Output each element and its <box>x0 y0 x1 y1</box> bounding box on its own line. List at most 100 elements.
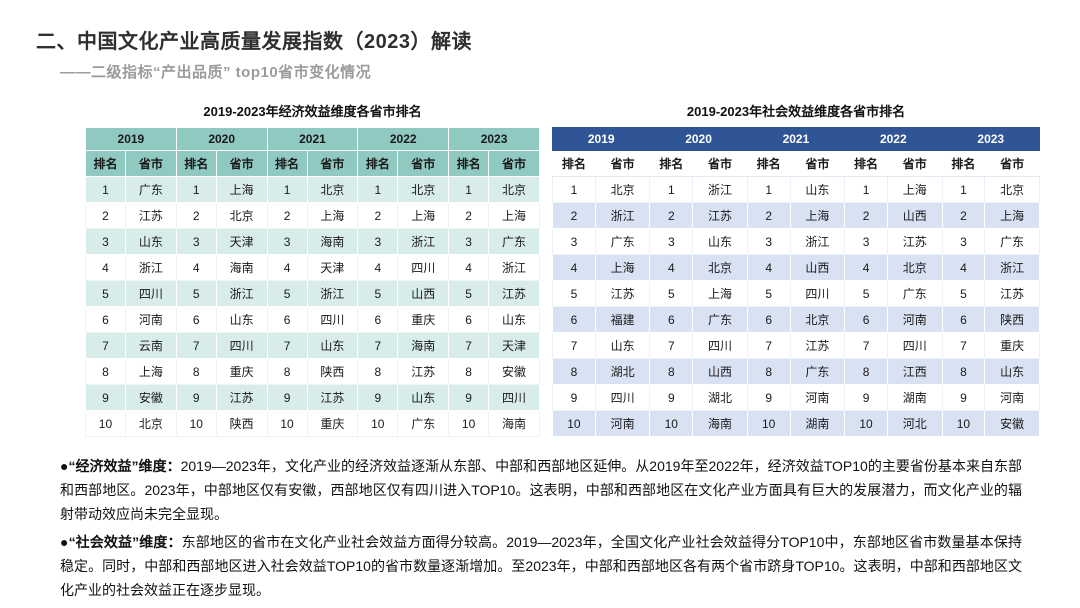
rank-cell: 2 <box>649 202 694 229</box>
rank-column-header: 排名 <box>85 150 126 177</box>
rank-cell: 5 <box>175 280 217 307</box>
province-cell: 江苏 <box>789 332 846 359</box>
rank-cell: 8 <box>266 358 308 385</box>
social-analysis-body: 东部地区的省市在文化产业社会效益方面得分较高。2019—2023年，全国文化产业… <box>60 534 1022 599</box>
province-cell: 山西 <box>692 358 748 385</box>
rank-cell: 4 <box>85 254 126 281</box>
province-cell: 上海 <box>124 358 177 385</box>
page-subtitle: ——二级指标“产出品质” top10省市变化情况 <box>60 64 372 81</box>
rank-cell: 5 <box>85 280 126 307</box>
ranking-row: 1 广东 1 上海 1 北京 1 北京 1 北京 <box>85 176 540 203</box>
social-analysis-paragraph: ●“社会效益”维度：东部地区的省市在文化产业社会效益方面得分较高。2019—20… <box>60 530 1022 602</box>
province-column-header: 省市 <box>215 150 268 177</box>
rank-cell: 9 <box>448 384 490 411</box>
province-cell: 四川 <box>789 280 846 307</box>
province-cell: 广东 <box>886 280 943 307</box>
year-header: 2021 <box>746 127 846 151</box>
rank-cell: 4 <box>357 254 399 281</box>
rank-cell: 8 <box>552 358 596 385</box>
rank-column-header: 排名 <box>266 150 308 177</box>
rank-cell: 7 <box>746 332 791 359</box>
rank-cell: 8 <box>941 358 986 385</box>
rank-cell: 7 <box>175 332 217 359</box>
ranking-row: 6 河南 6 山东 6 四川 6 重庆 6 山东 <box>85 306 540 333</box>
province-cell: 上海 <box>397 202 450 229</box>
province-cell: 上海 <box>886 176 943 203</box>
province-cell: 安徽 <box>984 410 1040 437</box>
year-header: 2020 <box>649 127 748 151</box>
province-cell: 山东 <box>789 176 846 203</box>
province-cell: 山西 <box>789 254 846 281</box>
province-cell: 上海 <box>594 254 651 281</box>
province-cell: 河南 <box>886 306 943 333</box>
province-cell: 江苏 <box>215 384 268 411</box>
economic-analysis-lead: ●“经济效益”维度： <box>60 458 181 474</box>
rank-cell: 10 <box>649 410 694 437</box>
province-cell: 天津 <box>215 228 268 255</box>
province-cell: 浙江 <box>306 280 359 307</box>
rank-column-header: 排名 <box>649 150 694 177</box>
rank-column-header: 排名 <box>746 150 791 177</box>
province-cell: 浙江 <box>692 176 748 203</box>
rank-cell: 2 <box>266 202 308 229</box>
rank-cell: 2 <box>552 202 596 229</box>
rank-cell: 10 <box>941 410 986 437</box>
year-header: 2023 <box>941 127 1040 151</box>
rank-cell: 9 <box>844 384 888 411</box>
rank-cell: 3 <box>649 228 694 255</box>
year-header: 2022 <box>357 127 450 151</box>
rank-cell: 10 <box>844 410 888 437</box>
province-cell: 云南 <box>124 332 177 359</box>
rank-cell: 5 <box>941 280 986 307</box>
ranking-row: 8 上海 8 重庆 8 陕西 8 江苏 8 安徽 <box>85 358 540 385</box>
rank-cell: 6 <box>552 306 596 333</box>
rank-cell: 8 <box>175 358 217 385</box>
rank-cell: 8 <box>746 358 791 385</box>
ranking-row: 7 山东 7 四川 7 江苏 7 四川 7 重庆 <box>552 332 1040 359</box>
province-cell: 山东 <box>124 228 177 255</box>
province-cell: 海南 <box>488 410 540 437</box>
province-cell: 北京 <box>306 176 359 203</box>
rank-cell: 9 <box>746 384 791 411</box>
rank-cell: 4 <box>746 254 791 281</box>
year-header: 2023 <box>448 127 540 151</box>
province-cell: 江苏 <box>984 280 1040 307</box>
slide-header: 二、中国文化产业高质量发展指数（2023）解读 ——二级指标“产出品质” top… <box>0 0 1080 82</box>
province-cell: 湖北 <box>594 358 651 385</box>
province-cell: 四川 <box>594 384 651 411</box>
rank-cell: 9 <box>941 384 986 411</box>
rank-cell: 6 <box>266 306 308 333</box>
rank-cell: 4 <box>844 254 888 281</box>
ranking-row: 10 河南 10 海南 10 湖南 10 河北 10 安徽 <box>552 410 1040 437</box>
province-cell: 上海 <box>692 280 748 307</box>
province-cell: 山东 <box>594 332 651 359</box>
province-cell: 浙江 <box>397 228 450 255</box>
province-cell: 浙江 <box>984 254 1040 281</box>
rank-cell: 9 <box>649 384 694 411</box>
province-column-header: 省市 <box>488 150 540 177</box>
province-cell: 北京 <box>789 306 846 333</box>
province-cell: 四川 <box>488 384 540 411</box>
province-cell: 重庆 <box>984 332 1040 359</box>
province-column-header: 省市 <box>397 150 450 177</box>
province-cell: 海南 <box>215 254 268 281</box>
province-column-header: 省市 <box>984 150 1040 177</box>
province-cell: 浙江 <box>215 280 268 307</box>
province-cell: 北京 <box>397 176 450 203</box>
province-cell: 上海 <box>984 202 1040 229</box>
rank-cell: 5 <box>448 280 490 307</box>
province-cell: 海南 <box>397 332 450 359</box>
ranking-row: 6 福建 6 广东 6 北京 6 河南 6 陕西 <box>552 306 1040 333</box>
rank-cell: 10 <box>552 410 596 437</box>
rank-cell: 6 <box>844 306 888 333</box>
province-cell: 四川 <box>397 254 450 281</box>
year-header: 2019 <box>551 127 651 151</box>
economic-analysis-paragraph: ●“经济效益”维度：2019—2023年，文化产业的经济效益逐渐从东部、中部和西… <box>60 454 1022 526</box>
province-cell: 江西 <box>886 358 943 385</box>
rank-cell: 5 <box>844 280 888 307</box>
ranking-row: 4 上海 4 北京 4 山西 4 北京 4 浙江 <box>552 254 1040 281</box>
province-cell: 北京 <box>215 202 268 229</box>
rank-cell: 9 <box>357 384 399 411</box>
rank-cell: 10 <box>746 410 791 437</box>
